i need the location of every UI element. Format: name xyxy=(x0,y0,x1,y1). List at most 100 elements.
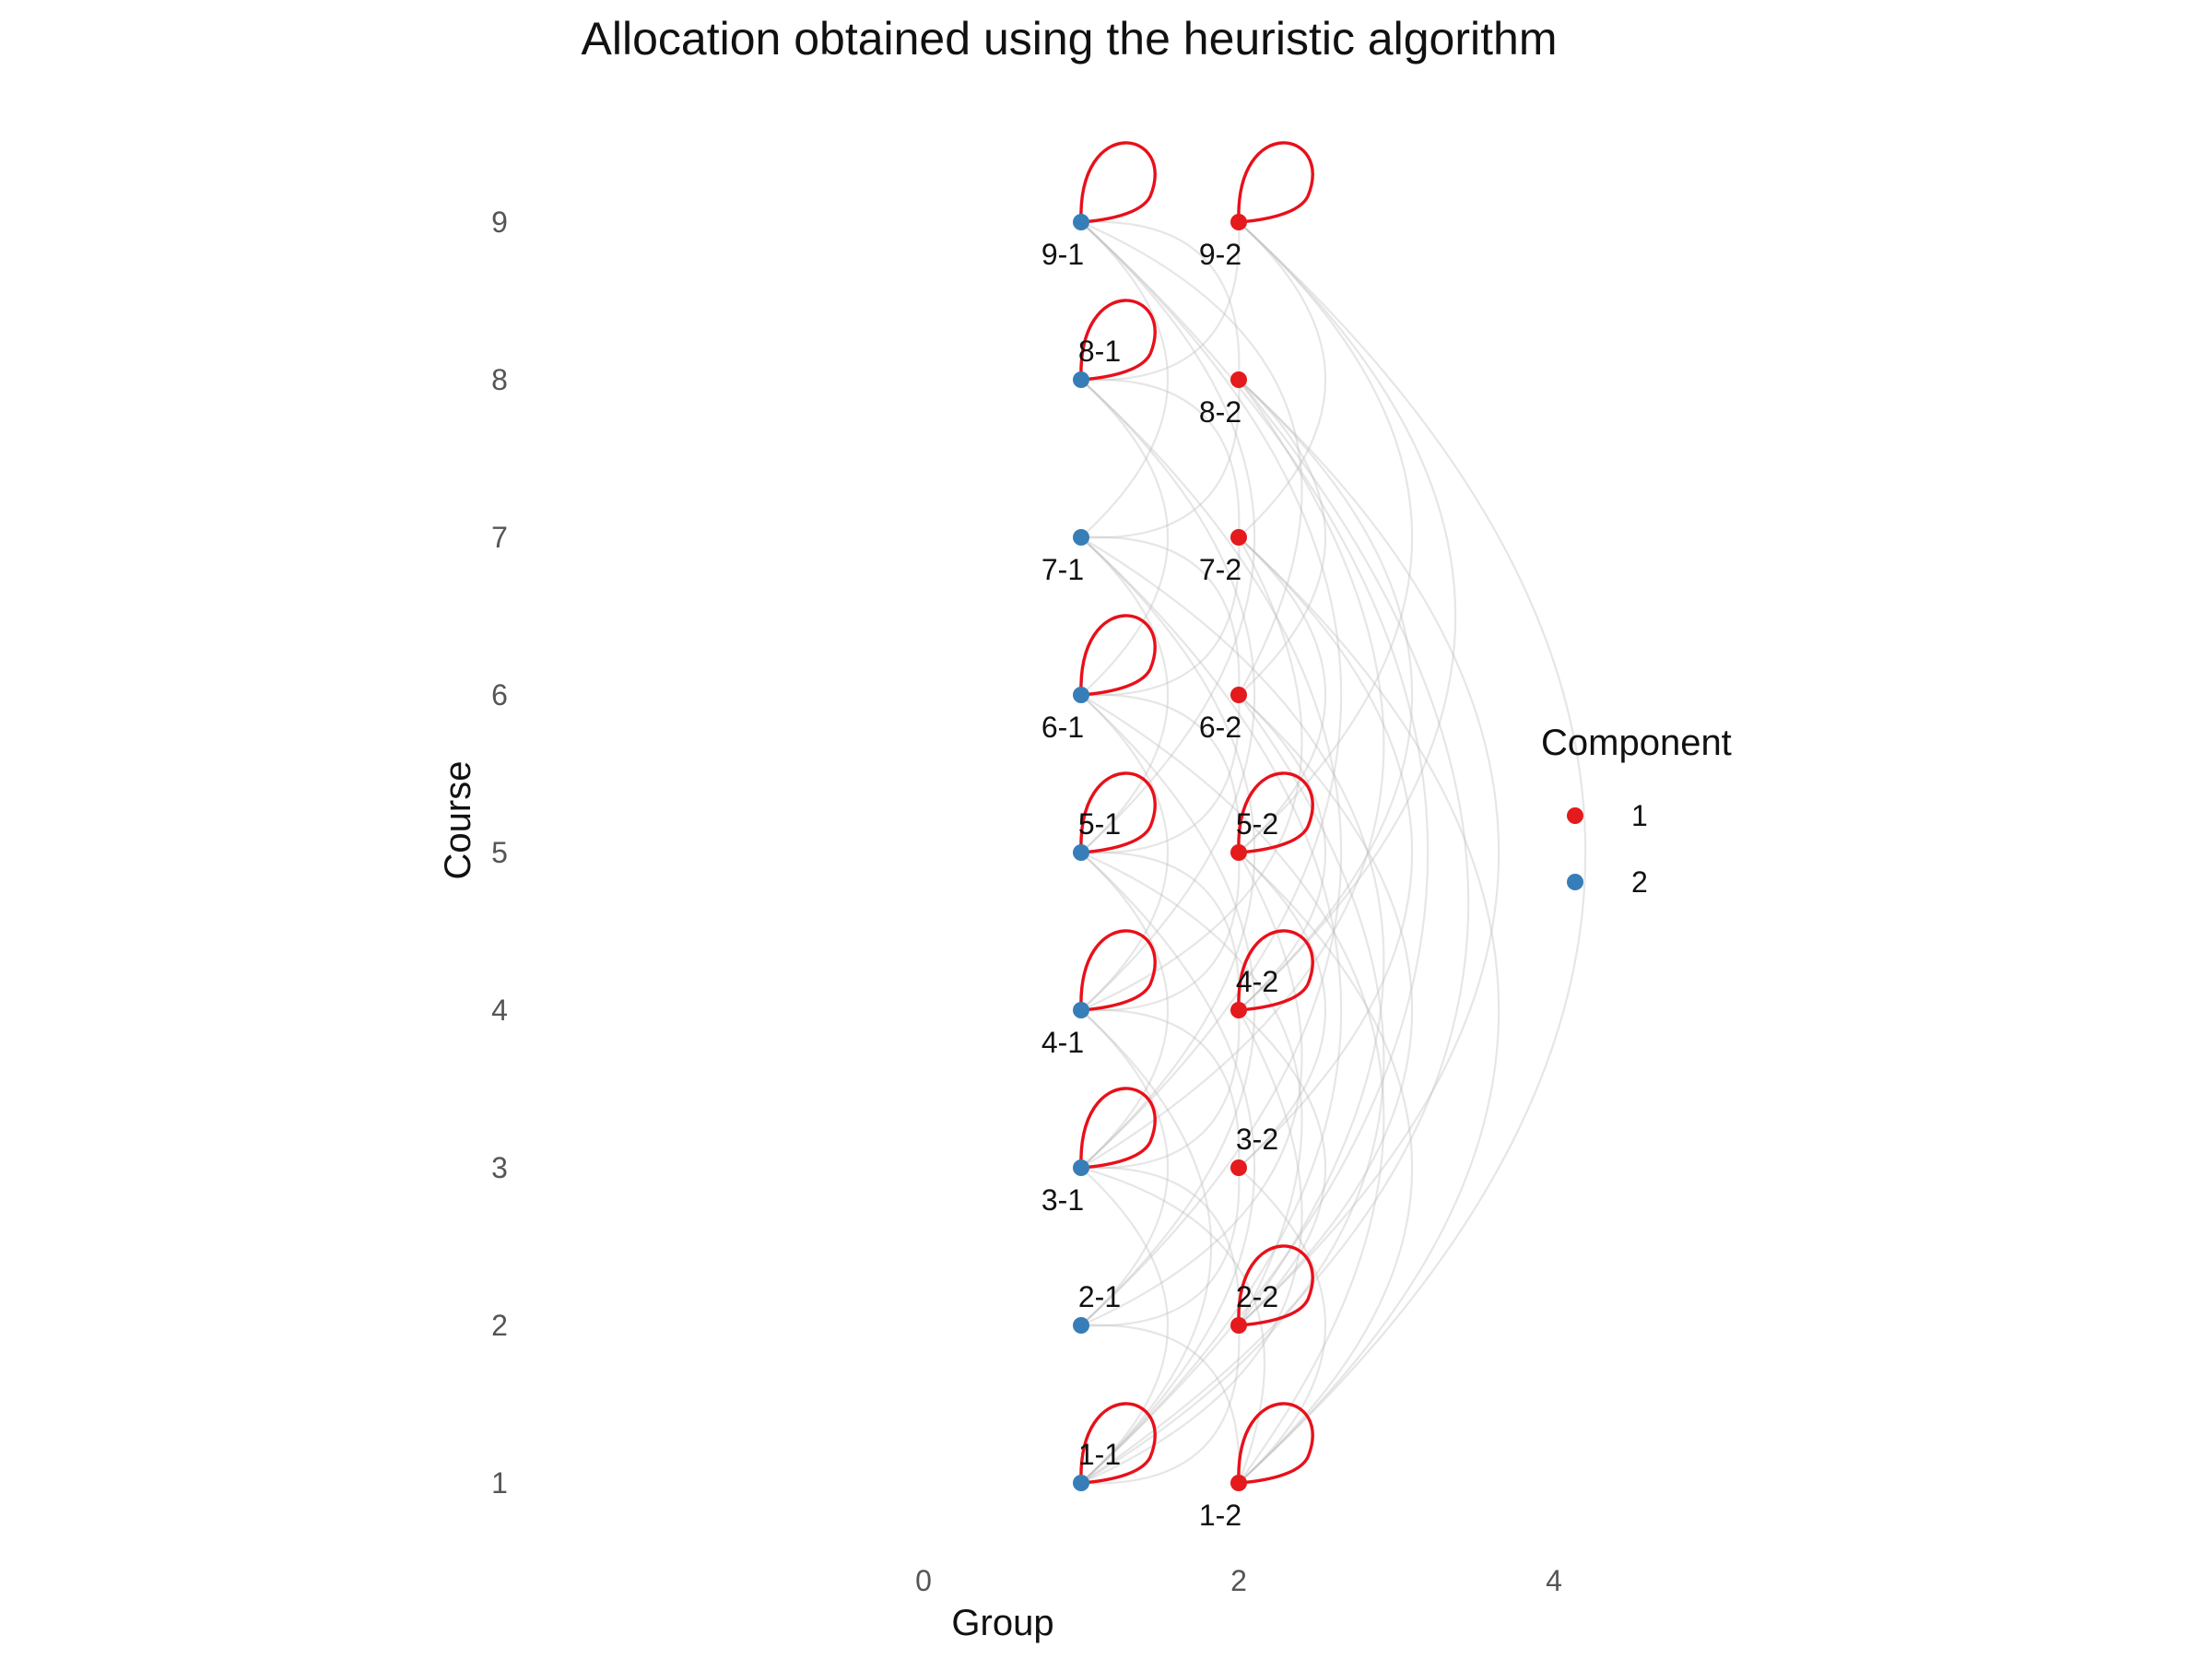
self-loop-9-2 xyxy=(1237,141,1314,224)
edge-6-1-7-2 xyxy=(1080,536,1241,697)
node-label-3-2: 3-2 xyxy=(1236,1123,1278,1156)
edge-1-2-3-2 xyxy=(1238,1167,1327,1484)
node-6-2 xyxy=(1230,687,1247,703)
node-label-7-2: 7-2 xyxy=(1199,553,1241,586)
y-tick-9: 9 xyxy=(491,206,508,239)
edge-1-1-2-2 xyxy=(1080,1324,1241,1485)
edge-4-2-8-2 xyxy=(1238,379,1414,1011)
y-tick-8: 8 xyxy=(491,363,508,396)
edge-8-2-9-1 xyxy=(1080,220,1241,381)
edge-5-1-7-1 xyxy=(1080,536,1170,853)
edge-2-2-6-2 xyxy=(1238,694,1414,1326)
edge-1-1-8-2 xyxy=(1080,379,1470,1484)
edge-4-2-5-1 xyxy=(1080,851,1241,1011)
edge-4-1-8-1 xyxy=(1080,379,1256,1011)
edge-2-1-8-1 xyxy=(1080,379,1343,1326)
legend-title: Component xyxy=(1541,723,1732,763)
self-loop-6-1 xyxy=(1079,614,1157,697)
edge-6-1-8-1 xyxy=(1080,379,1170,696)
node-label-3-1: 3-1 xyxy=(1041,1183,1084,1217)
edge-2-1-6-1 xyxy=(1080,694,1256,1326)
node-label-8-1: 8-1 xyxy=(1078,335,1121,368)
self-loop-9-1 xyxy=(1079,141,1157,224)
node-6-1 xyxy=(1073,687,1089,703)
edge-4-2-9-2 xyxy=(1238,221,1457,1011)
y-axis-title: Course xyxy=(438,761,478,880)
node-8-1 xyxy=(1073,371,1089,388)
node-4-1 xyxy=(1073,1002,1089,1018)
chart-title: Allocation obtained using the heuristic … xyxy=(582,13,1558,65)
self-loop-4-2 xyxy=(1237,929,1314,1012)
self-loop-5-2 xyxy=(1237,771,1314,854)
edge-3-2-5-2 xyxy=(1238,852,1327,1169)
edge-4-1-5-2 xyxy=(1080,852,1241,1012)
x-tick-2: 2 xyxy=(1230,1564,1247,1597)
y-tick-1: 1 xyxy=(491,1466,508,1500)
node-2-1 xyxy=(1073,1317,1089,1334)
node-label-7-1: 7-1 xyxy=(1041,553,1084,586)
node-8-2 xyxy=(1230,371,1247,388)
node-label-9-1: 9-1 xyxy=(1041,238,1084,271)
x-tick-0: 0 xyxy=(915,1564,932,1597)
edge-1-2-5-2 xyxy=(1238,852,1414,1484)
node-label-6-2: 6-2 xyxy=(1199,711,1241,744)
y-tick-5: 5 xyxy=(491,836,508,869)
edge-7-2-9-2 xyxy=(1238,221,1327,538)
self-loop-4-1 xyxy=(1079,929,1157,1012)
edge-7-1-9-1 xyxy=(1080,221,1170,538)
self-loop-2-2 xyxy=(1237,1244,1314,1327)
edge-1-2-7-2 xyxy=(1238,536,1500,1484)
edge-8-1-9-2 xyxy=(1080,221,1241,382)
edges-layer xyxy=(1080,220,1587,1485)
node-9-1 xyxy=(1073,214,1089,230)
edge-6-2-7-1 xyxy=(1080,535,1241,696)
node-1-1 xyxy=(1073,1475,1089,1491)
edge-7-1-8-2 xyxy=(1080,379,1241,539)
node-3-2 xyxy=(1230,1159,1247,1176)
self-loop-1-1 xyxy=(1079,1402,1157,1485)
self-loop-5-1 xyxy=(1079,771,1157,854)
legend: Component 12 xyxy=(1541,723,1732,899)
x-tick-4: 4 xyxy=(1546,1564,1562,1597)
edge-7-2-8-1 xyxy=(1080,378,1241,538)
node-label-1-1: 1-1 xyxy=(1078,1438,1121,1471)
node-label-8-2: 8-2 xyxy=(1199,395,1241,429)
edge-6-2-8-2 xyxy=(1238,379,1327,696)
node-label-2-1: 2-1 xyxy=(1078,1280,1121,1313)
edge-3-2-7-2 xyxy=(1238,536,1414,1169)
node-label-9-2: 9-2 xyxy=(1199,238,1241,271)
edge-4-1-6-1 xyxy=(1080,694,1170,1011)
edge-4-2-6-2 xyxy=(1238,694,1327,1011)
edge-3-1-7-1 xyxy=(1080,536,1256,1169)
node-labels-layer: 1-1 1-2 2-1 2-2 3-1 3-2 4-1 4-2 5-1 5-2 6-1 6-2 7-1 7… xyxy=(1041,238,1278,1532)
edge-2-2-8-2 xyxy=(1238,379,1500,1326)
edge-1-2-2-1 xyxy=(1080,1324,1241,1484)
edge-3-1-5-1 xyxy=(1080,852,1170,1169)
node-7-1 xyxy=(1073,529,1089,546)
node-label-2-2: 2-2 xyxy=(1236,1280,1278,1313)
y-tick-2: 2 xyxy=(491,1309,508,1342)
node-5-2 xyxy=(1230,844,1247,861)
edge-2-1-5-2 xyxy=(1080,852,1303,1327)
edge-1-1-7-1 xyxy=(1080,536,1343,1484)
edge-2-2-3-1 xyxy=(1080,1166,1241,1326)
y-tick-6: 6 xyxy=(491,678,508,712)
edge-3-1-8-2 xyxy=(1080,379,1385,1169)
node-2-2 xyxy=(1230,1317,1247,1334)
y-tick-3: 3 xyxy=(491,1151,508,1184)
edge-2-2-7-1 xyxy=(1080,536,1385,1326)
node-9-2 xyxy=(1230,214,1247,230)
edge-1-2-6-1 xyxy=(1080,694,1385,1484)
edge-2-1-4-1 xyxy=(1080,1009,1170,1326)
x-axis-title: Group xyxy=(951,1603,1053,1643)
legend-label-2: 2 xyxy=(1631,865,1648,899)
legend-key-2 xyxy=(1567,874,1583,890)
legend-key-1 xyxy=(1567,807,1583,824)
edge-2-2-4-2 xyxy=(1238,1009,1327,1326)
legend-entries: 12 xyxy=(1567,799,1648,899)
edge-2-1-3-2 xyxy=(1080,1167,1241,1327)
node-4-2 xyxy=(1230,1002,1247,1018)
self-loop-1-2 xyxy=(1237,1402,1314,1485)
y-tick-4: 4 xyxy=(491,994,508,1027)
legend-label-1: 1 xyxy=(1631,799,1648,832)
